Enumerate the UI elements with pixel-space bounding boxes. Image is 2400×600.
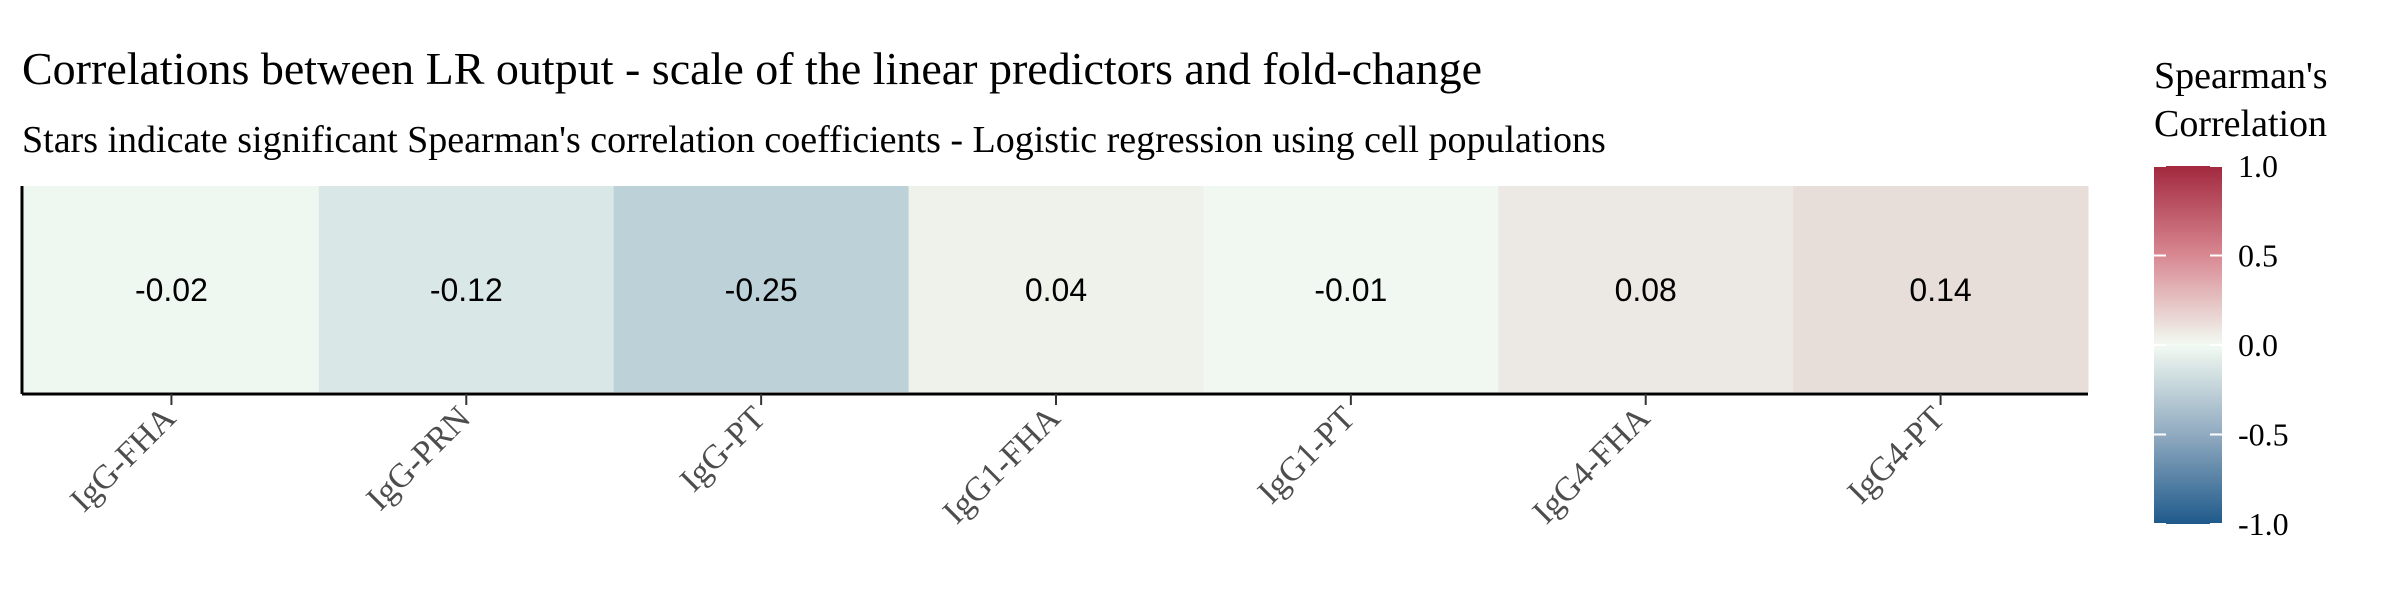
x-axis-tick-labels: IgG-FHA IgG-PRN IgG-PT IgG1-FHA IgG1-PT IgG4-… <box>63 399 1952 531</box>
x-tick-label-igg4-fha: IgG4-FHA <box>1526 399 1658 531</box>
cell-value-label-igg1-pt: -0.01 <box>1314 272 1387 308</box>
legend-tick-label-neg0-5: -0.5 <box>2238 417 2289 453</box>
x-tick-label-igg-pt: IgG-PT <box>673 399 773 499</box>
color-legend: Spearman's Correlation 1.0 0.5 0.0 -0.5 -1.0 <box>2154 55 2328 542</box>
heatmap-cell-igg4-fha <box>1498 186 1794 392</box>
heatmap-cell-igg1-fha <box>908 186 1204 392</box>
x-tick-label-igg1-fha: IgG1-FHA <box>936 399 1068 531</box>
legend-tick-label-0-0: 0.0 <box>2238 327 2278 363</box>
heatmap-value-labels: -0.02 -0.12 -0.25 0.04 -0.01 0.08 0.14 <box>135 272 1972 308</box>
chart-title: Correlations between LR output - scale o… <box>22 43 1482 94</box>
legend-ticks <box>2154 165 2222 525</box>
x-tick-label-igg-fha: IgG-FHA <box>63 399 183 519</box>
heatmap-cell-igg-prn <box>318 186 615 392</box>
legend-title-line-1: Spearman's <box>2154 55 2328 97</box>
heatmap-cell-igg-fha <box>24 186 320 392</box>
heatmap-cell-igg1-pt <box>1203 186 1499 392</box>
cell-value-label-igg-prn: -0.12 <box>430 272 503 308</box>
x-tick-label-igg-prn: IgG-PRN <box>360 399 478 517</box>
cell-value-label-igg-pt: -0.25 <box>725 272 798 308</box>
heatmap-cell-igg4-pt <box>1793 186 2089 392</box>
x-tick-label-igg4-pt: IgG4-PT <box>1841 399 1953 511</box>
x-tick-label-igg1-pt: IgG1-PT <box>1251 399 1363 511</box>
heatmap-cell-igg-pt <box>613 186 910 392</box>
x-axis-ticks <box>170 394 1942 405</box>
legend-tick-label-0-5: 0.5 <box>2238 238 2278 274</box>
cell-value-label-igg4-fha: 0.08 <box>1615 272 1677 308</box>
legend-tick-label-1-0: 1.0 <box>2238 148 2278 184</box>
heatmap-cells <box>24 186 2089 392</box>
chart-subtitle: Stars indicate significant Spearman's co… <box>22 119 1606 161</box>
cell-value-label-igg-fha: -0.02 <box>135 272 208 308</box>
legend-title-line-2: Correlation <box>2154 103 2327 145</box>
cell-value-label-igg1-fha: 0.04 <box>1025 272 1087 308</box>
legend-tick-labels: 1.0 0.5 0.0 -0.5 -1.0 <box>2238 148 2289 542</box>
legend-tick-label-neg1-0: -1.0 <box>2238 506 2289 542</box>
cell-value-label-igg4-pt: 0.14 <box>1909 272 1971 308</box>
